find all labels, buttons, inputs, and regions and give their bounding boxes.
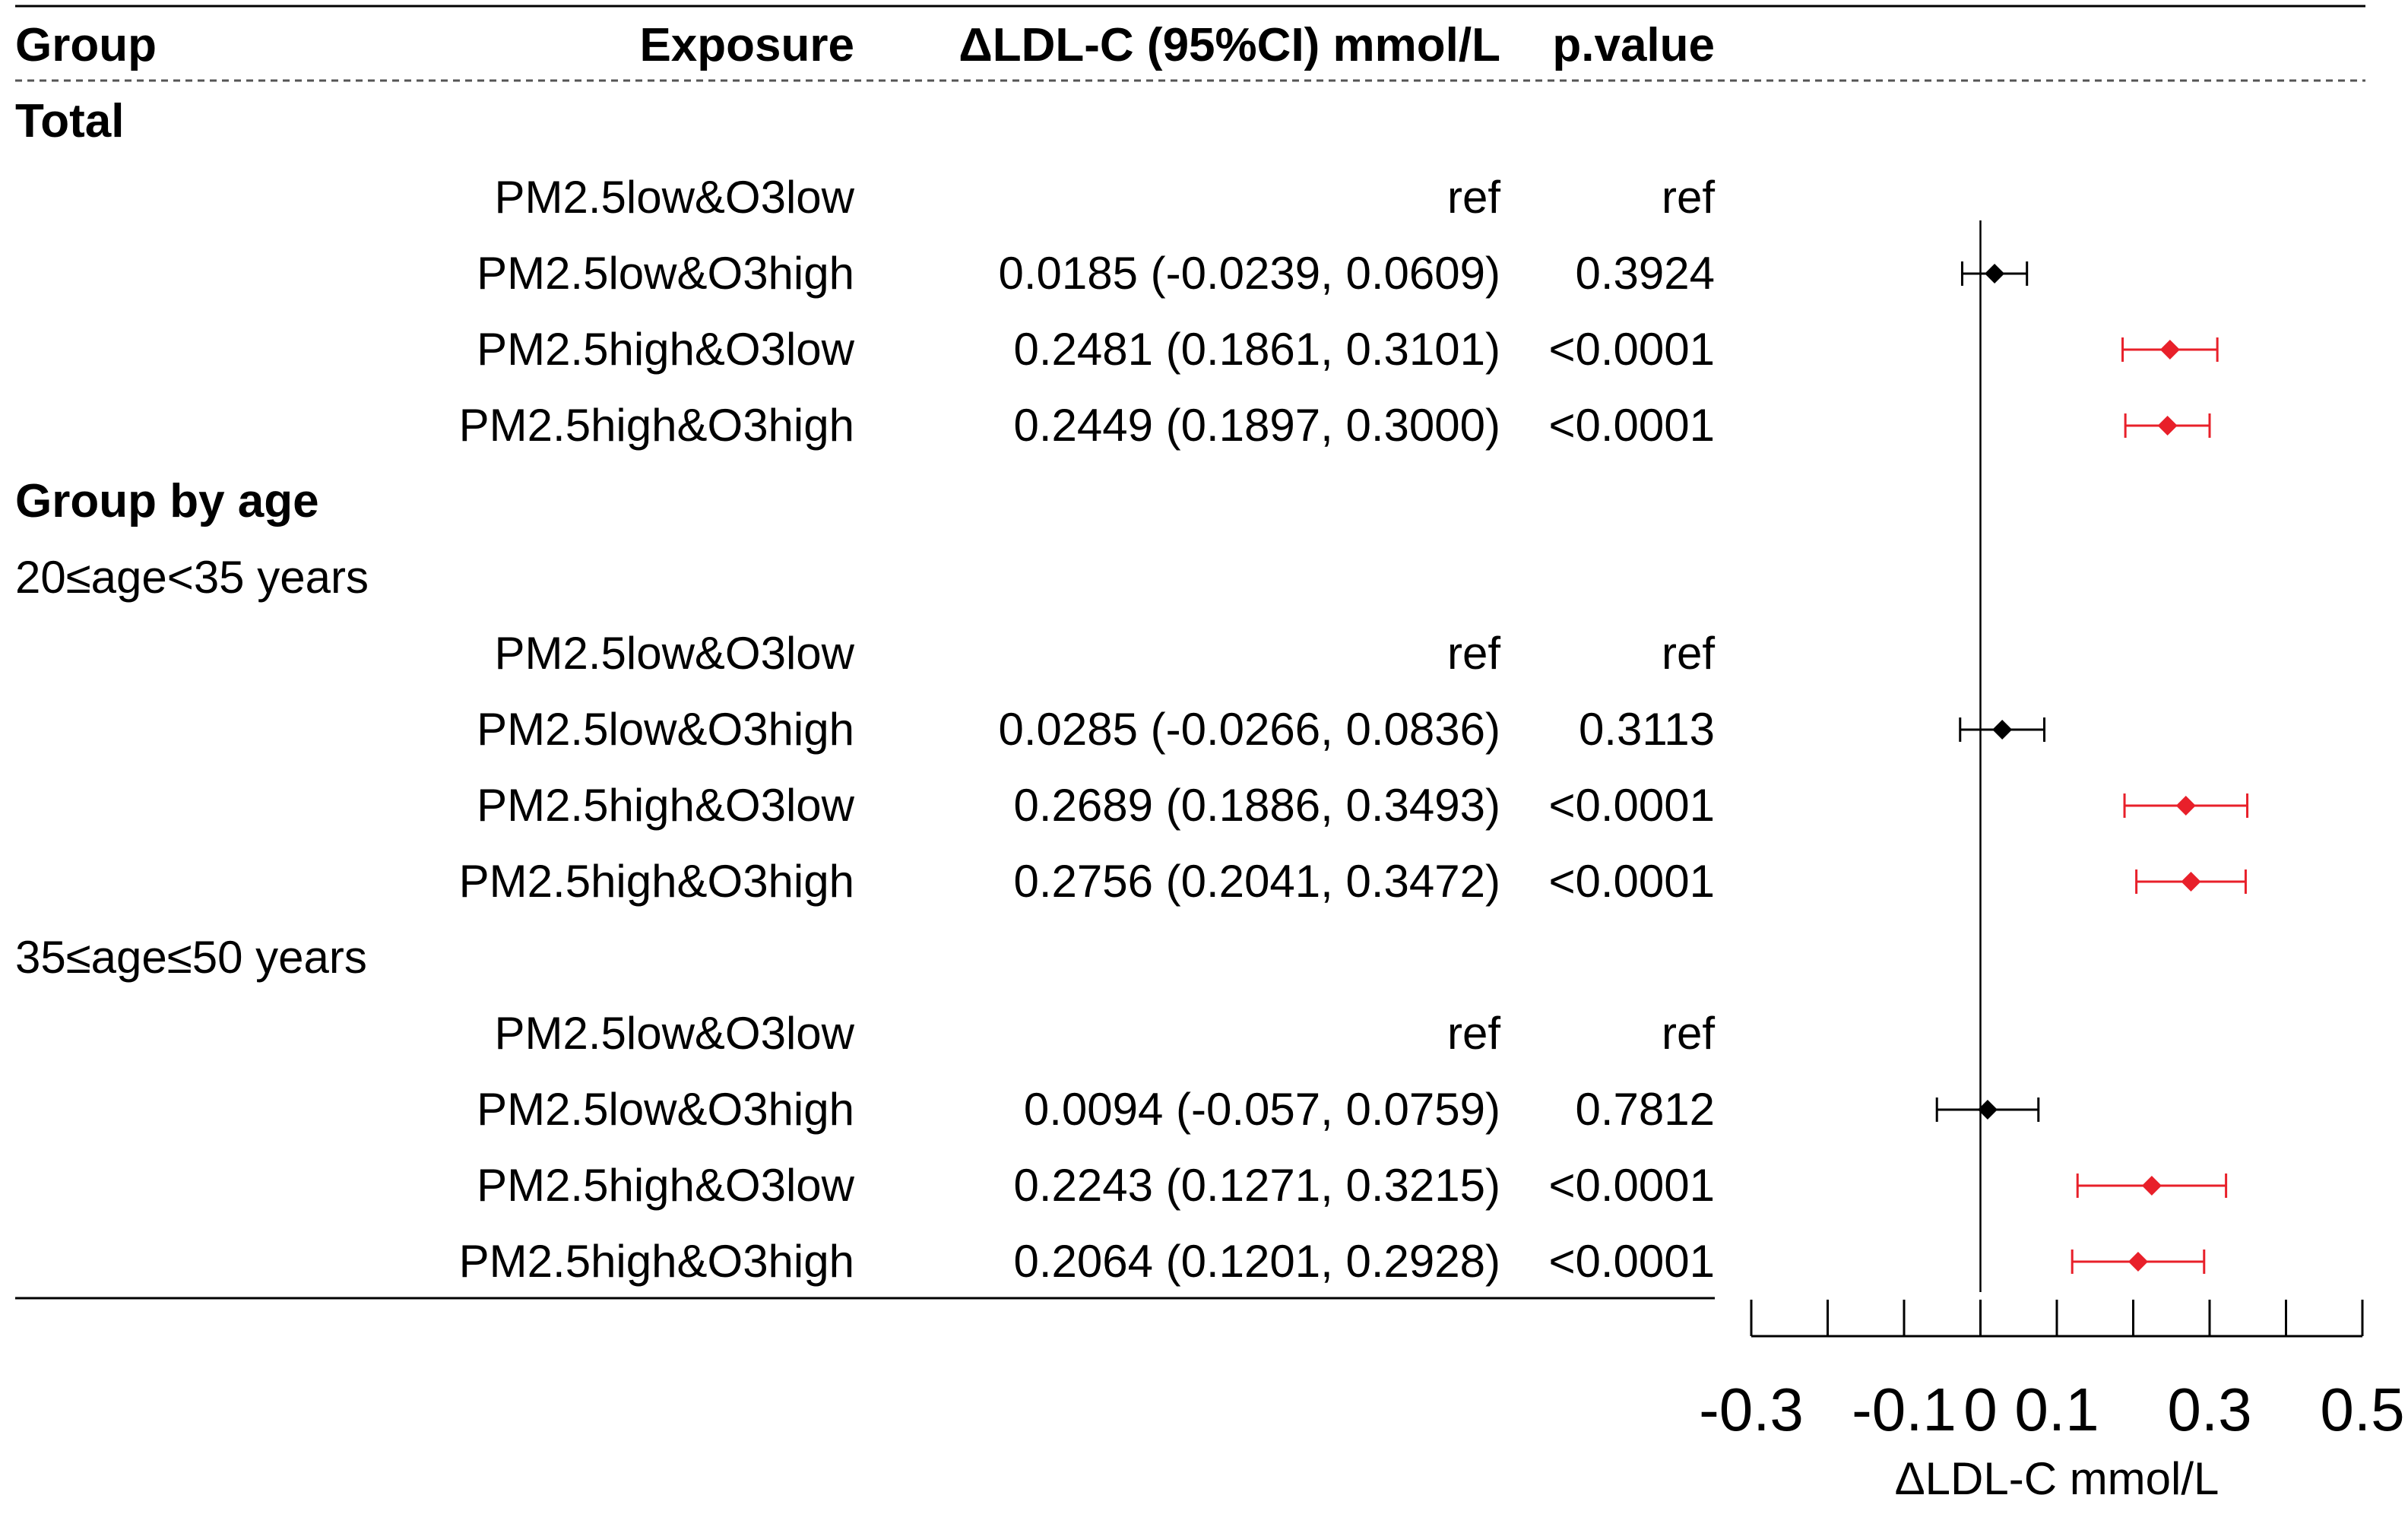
x-tick-label: -0.1 (1852, 1376, 1956, 1443)
ci-mark (1960, 261, 2029, 286)
table-rows: Total PM2.5low&O3low ref ref PM2.5low&O3high… (15, 95, 1715, 1287)
effect-estimate-text: 0.2756 (0.2041, 0.3472) (1013, 856, 1500, 907)
effect-estimate-text: ref (1447, 628, 1500, 679)
subgroup-label: 20≤age<35 years (15, 552, 369, 603)
p-value-text: <0.0001 (1548, 856, 1715, 907)
effect-estimate-text: ref (1447, 172, 1500, 223)
p-value-text: <0.0001 (1548, 1236, 1715, 1287)
x-axis: -0.3 -0.1 0 0.1 0.3 0.5 (1699, 1300, 2405, 1443)
effect-estimate-text: 0.2481 (0.1861, 0.3101) (1013, 324, 1500, 375)
point-estimate (1977, 1100, 1998, 1120)
exposure-label: PM2.5high&O3high (459, 400, 854, 451)
exposure-label: PM2.5low&O3high (477, 704, 854, 755)
p-value-text: 0.7812 (1575, 1084, 1715, 1135)
header-exposure: Exposure (639, 19, 854, 71)
point-estimate (1992, 720, 2013, 740)
ci-mark (2121, 337, 2219, 362)
p-value-text: 0.3924 (1575, 248, 1715, 299)
exposure-label: PM2.5high&O3low (477, 1160, 855, 1211)
effect-estimate-text: 0.0285 (-0.0266, 0.0836) (999, 704, 1501, 755)
header-group: Group (15, 19, 157, 71)
exposure-label: PM2.5high&O3low (477, 780, 855, 831)
effect-estimate-text: ref (1447, 1008, 1500, 1059)
point-estimate (2141, 1176, 2162, 1196)
x-tick-label: 0.1 (2014, 1376, 2099, 1443)
exposure-label: PM2.5low&O3low (494, 628, 854, 679)
ci-mark (1935, 1097, 2040, 1122)
point-estimate (2157, 416, 2178, 436)
effect-estimate-text: 0.0185 (-0.0239, 0.0609) (999, 248, 1501, 299)
exposure-label: PM2.5high&O3high (459, 856, 854, 907)
effect-estimate-text: 0.2243 (0.1271, 0.3215) (1013, 1160, 1500, 1211)
ci-mark (2135, 869, 2247, 894)
x-axis-label: ΔLDL-C mmol/L (1895, 1453, 2219, 1504)
ci-mark (2123, 793, 2249, 818)
point-estimate (2175, 796, 2196, 816)
effect-estimate-text: 0.0094 (-0.057, 0.0759) (1024, 1084, 1500, 1135)
exposure-label: PM2.5high&O3low (477, 324, 855, 375)
x-tick-label: 0.3 (2167, 1376, 2251, 1443)
header-effect: ΔLDL-C (95%CI) mmol/L (958, 19, 1500, 71)
ci-mark (2071, 1250, 2206, 1274)
effect-estimate-text: 0.2449 (0.1897, 0.3000) (1013, 400, 1500, 451)
p-value-text: <0.0001 (1548, 400, 1715, 451)
p-value-text: <0.0001 (1548, 324, 1715, 375)
point-estimate (2159, 340, 2180, 359)
exposure-label: PM2.5low&O3high (477, 1084, 854, 1135)
ci-mark (1959, 717, 2046, 742)
section-label: Group by age (15, 475, 319, 527)
p-value-text: ref (1662, 1008, 1715, 1059)
point-estimate (2181, 872, 2201, 892)
plot-area (1935, 220, 2249, 1292)
ci-mark (2124, 413, 2211, 438)
p-value-text: <0.0001 (1548, 1160, 1715, 1211)
p-value-text: ref (1662, 628, 1715, 679)
x-tick-label: 0.5 (2320, 1376, 2404, 1443)
section-label: Total (15, 95, 125, 147)
p-value-text: ref (1662, 172, 1715, 223)
point-estimate (1985, 264, 2005, 283)
exposure-label: PM2.5low&O3low (494, 1008, 854, 1059)
x-tick-label: -0.3 (1699, 1376, 1804, 1443)
exposure-label: PM2.5low&O3low (494, 172, 854, 223)
point-estimate (2128, 1252, 2148, 1272)
p-value-text: <0.0001 (1548, 780, 1715, 831)
exposure-label: PM2.5low&O3high (477, 248, 854, 299)
subgroup-label: 35≤age≤50 years (15, 932, 367, 983)
exposure-label: PM2.5high&O3high (459, 1236, 854, 1287)
x-tick-label: 0 (1963, 1376, 1998, 1443)
effect-estimate-text: 0.2064 (0.1201, 0.2928) (1013, 1236, 1500, 1287)
header-pvalue: p.value (1552, 19, 1715, 71)
ci-mark (2076, 1174, 2228, 1198)
p-value-text: 0.3113 (1579, 704, 1715, 755)
effect-estimate-text: 0.2689 (0.1886, 0.3493) (1013, 780, 1500, 831)
